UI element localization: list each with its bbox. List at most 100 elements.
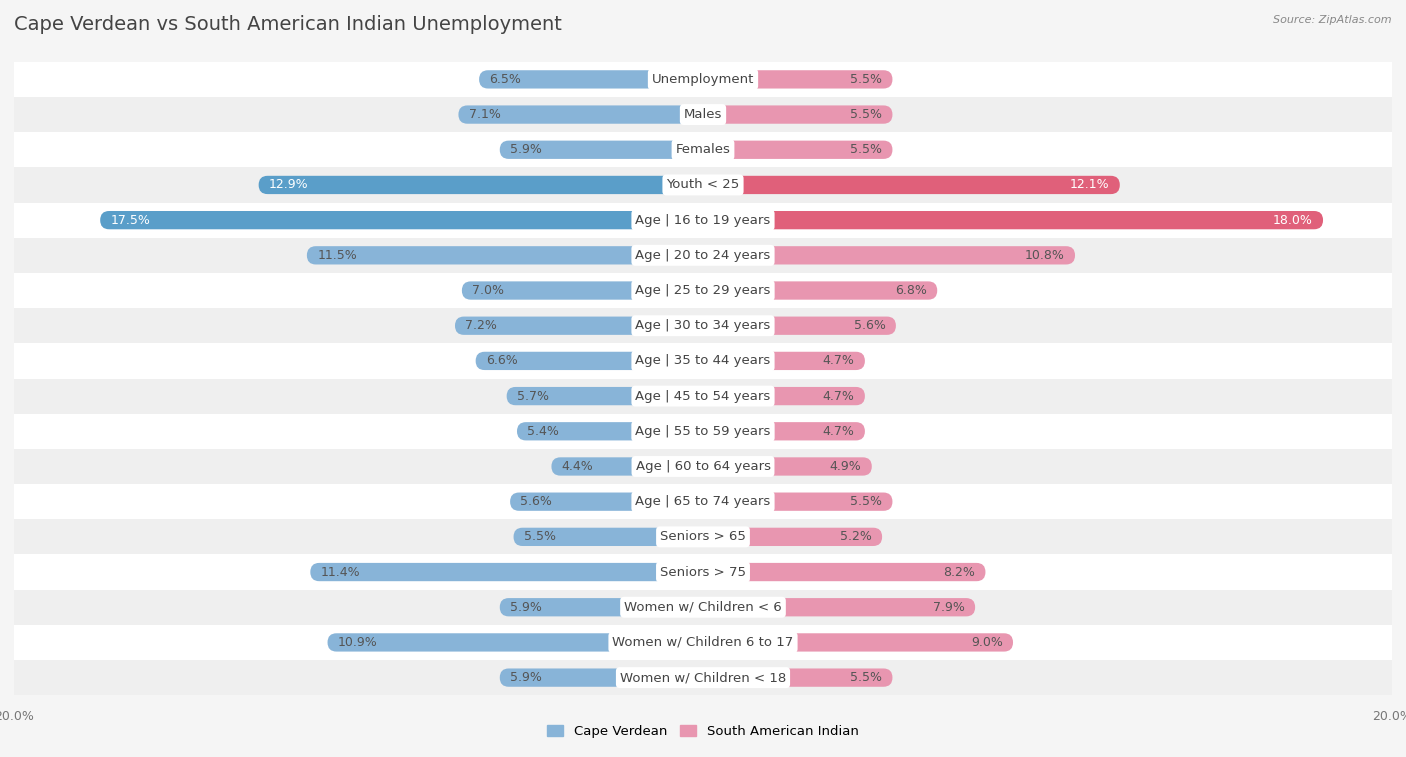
Bar [14, 97, 1392, 132]
Text: 5.2%: 5.2% [839, 531, 872, 544]
FancyBboxPatch shape [458, 105, 703, 123]
Text: 8.2%: 8.2% [943, 565, 976, 578]
Text: 7.1%: 7.1% [468, 108, 501, 121]
FancyBboxPatch shape [703, 422, 865, 441]
FancyBboxPatch shape [328, 634, 703, 652]
Text: 10.9%: 10.9% [337, 636, 378, 649]
FancyBboxPatch shape [703, 282, 938, 300]
FancyBboxPatch shape [703, 528, 882, 546]
Text: 10.8%: 10.8% [1025, 249, 1064, 262]
Bar [14, 344, 1392, 378]
FancyBboxPatch shape [479, 70, 703, 89]
Text: 5.6%: 5.6% [520, 495, 553, 508]
Text: 5.6%: 5.6% [853, 319, 886, 332]
FancyBboxPatch shape [703, 598, 976, 616]
Text: 7.9%: 7.9% [934, 601, 965, 614]
Bar [14, 554, 1392, 590]
Text: 12.1%: 12.1% [1070, 179, 1109, 192]
Text: Seniors > 75: Seniors > 75 [659, 565, 747, 578]
Text: Age | 60 to 64 years: Age | 60 to 64 years [636, 460, 770, 473]
Text: 11.5%: 11.5% [318, 249, 357, 262]
FancyBboxPatch shape [703, 105, 893, 123]
Bar [14, 62, 1392, 97]
FancyBboxPatch shape [703, 211, 1323, 229]
Text: Source: ZipAtlas.com: Source: ZipAtlas.com [1274, 15, 1392, 25]
FancyBboxPatch shape [703, 457, 872, 475]
FancyBboxPatch shape [506, 387, 703, 405]
Text: 5.5%: 5.5% [851, 671, 882, 684]
FancyBboxPatch shape [499, 668, 703, 687]
Bar [14, 519, 1392, 554]
FancyBboxPatch shape [100, 211, 703, 229]
Text: 4.7%: 4.7% [823, 390, 855, 403]
Text: 7.0%: 7.0% [472, 284, 505, 297]
Text: Age | 30 to 34 years: Age | 30 to 34 years [636, 319, 770, 332]
Bar [14, 378, 1392, 413]
Bar [14, 590, 1392, 625]
Text: 4.9%: 4.9% [830, 460, 862, 473]
Text: Age | 65 to 74 years: Age | 65 to 74 years [636, 495, 770, 508]
Text: 12.9%: 12.9% [269, 179, 308, 192]
Text: 6.8%: 6.8% [896, 284, 927, 297]
Text: 17.5%: 17.5% [111, 213, 150, 226]
Text: Women w/ Children 6 to 17: Women w/ Children 6 to 17 [613, 636, 793, 649]
FancyBboxPatch shape [703, 563, 986, 581]
FancyBboxPatch shape [551, 457, 703, 475]
Bar [14, 167, 1392, 203]
FancyBboxPatch shape [703, 246, 1076, 264]
FancyBboxPatch shape [461, 282, 703, 300]
FancyBboxPatch shape [703, 634, 1012, 652]
Bar [14, 132, 1392, 167]
Text: 4.7%: 4.7% [823, 425, 855, 438]
FancyBboxPatch shape [703, 352, 865, 370]
Text: Females: Females [675, 143, 731, 156]
Text: Age | 35 to 44 years: Age | 35 to 44 years [636, 354, 770, 367]
Bar [14, 238, 1392, 273]
Text: 18.0%: 18.0% [1272, 213, 1313, 226]
Bar [14, 660, 1392, 695]
Bar [14, 273, 1392, 308]
Text: 6.5%: 6.5% [489, 73, 522, 86]
Text: 5.9%: 5.9% [510, 143, 541, 156]
FancyBboxPatch shape [703, 176, 1119, 194]
Text: 5.9%: 5.9% [510, 671, 541, 684]
Text: 5.5%: 5.5% [524, 531, 555, 544]
FancyBboxPatch shape [475, 352, 703, 370]
FancyBboxPatch shape [307, 246, 703, 264]
Legend: Cape Verdean, South American Indian: Cape Verdean, South American Indian [543, 719, 863, 743]
FancyBboxPatch shape [703, 668, 893, 687]
Bar [14, 308, 1392, 344]
FancyBboxPatch shape [499, 598, 703, 616]
Text: 7.2%: 7.2% [465, 319, 498, 332]
Text: Women w/ Children < 18: Women w/ Children < 18 [620, 671, 786, 684]
FancyBboxPatch shape [703, 493, 893, 511]
Text: Age | 20 to 24 years: Age | 20 to 24 years [636, 249, 770, 262]
FancyBboxPatch shape [703, 141, 893, 159]
Text: 4.7%: 4.7% [823, 354, 855, 367]
Text: 5.5%: 5.5% [851, 495, 882, 508]
Text: 5.4%: 5.4% [527, 425, 560, 438]
Text: 5.5%: 5.5% [851, 143, 882, 156]
Text: 5.5%: 5.5% [851, 108, 882, 121]
Bar [14, 625, 1392, 660]
Text: 5.5%: 5.5% [851, 73, 882, 86]
Text: Cape Verdean vs South American Indian Unemployment: Cape Verdean vs South American Indian Un… [14, 15, 562, 34]
Bar [14, 484, 1392, 519]
Bar [14, 413, 1392, 449]
FancyBboxPatch shape [513, 528, 703, 546]
FancyBboxPatch shape [456, 316, 703, 335]
FancyBboxPatch shape [499, 141, 703, 159]
Text: 6.6%: 6.6% [486, 354, 517, 367]
FancyBboxPatch shape [703, 316, 896, 335]
Text: Age | 25 to 29 years: Age | 25 to 29 years [636, 284, 770, 297]
FancyBboxPatch shape [510, 493, 703, 511]
Text: 4.4%: 4.4% [562, 460, 593, 473]
FancyBboxPatch shape [517, 422, 703, 441]
Text: 5.9%: 5.9% [510, 601, 541, 614]
FancyBboxPatch shape [703, 70, 893, 89]
Text: Age | 55 to 59 years: Age | 55 to 59 years [636, 425, 770, 438]
Text: Women w/ Children < 6: Women w/ Children < 6 [624, 601, 782, 614]
Text: Age | 16 to 19 years: Age | 16 to 19 years [636, 213, 770, 226]
Text: Youth < 25: Youth < 25 [666, 179, 740, 192]
FancyBboxPatch shape [259, 176, 703, 194]
